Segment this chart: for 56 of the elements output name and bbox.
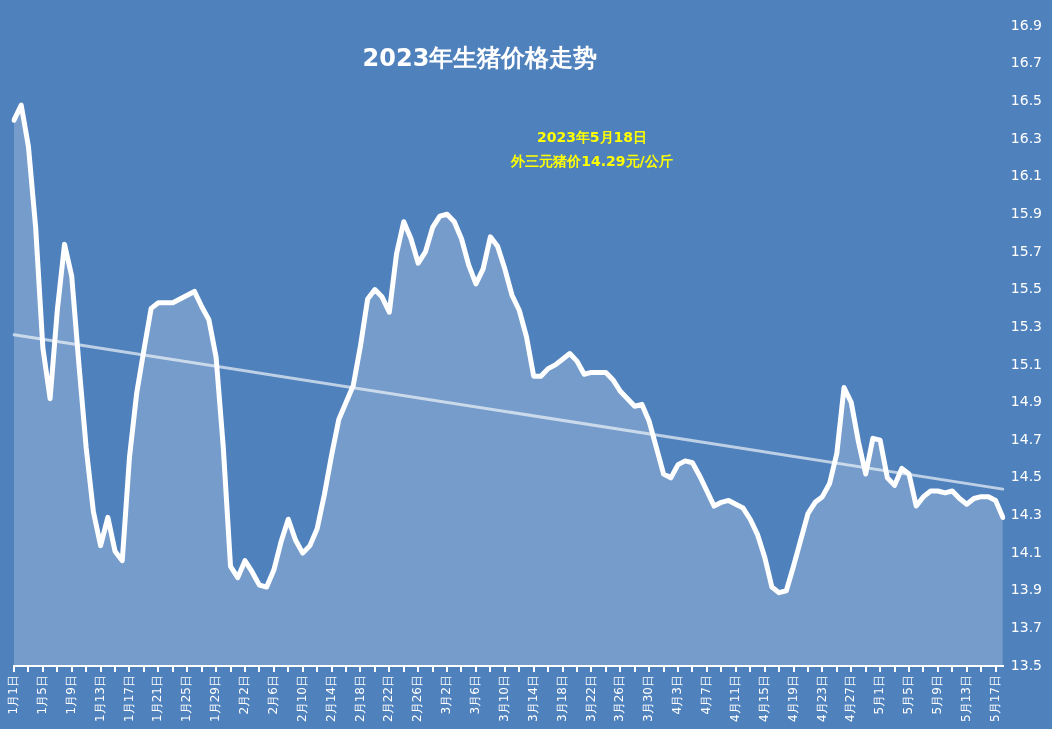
y-tick-label: 15.9: [1010, 204, 1042, 221]
y-tick-label: 16.9: [1010, 16, 1042, 33]
text: 2023年生猪价格走势: [362, 44, 598, 73]
y-tick-label: 14.3: [1010, 506, 1042, 523]
x-tick-label: 4月27日: [843, 675, 858, 722]
y-tick-label: 15.1: [1010, 355, 1042, 372]
y-tick-label: 14.9: [1010, 393, 1042, 410]
x-tick-label: 1月17日: [121, 675, 136, 722]
annotation: 外三元猪价14.29元/公斤: [510, 152, 673, 169]
y-tick-label: 15.3: [1010, 317, 1042, 334]
x-tick-label: 5月13日: [958, 675, 973, 722]
y-tick-label: 13.9: [1010, 581, 1042, 598]
x-tick-label: 2月14日: [323, 675, 338, 722]
x-tick-label: 5月5日: [901, 675, 916, 715]
x-tick-label: 5月1日: [872, 675, 887, 715]
y-tick-label: 16.5: [1010, 91, 1042, 108]
x-tick-label: 1月9日: [63, 675, 78, 715]
x-tick-label: 3月14日: [525, 675, 540, 722]
x-tick-label: 4月7日: [699, 675, 714, 715]
x-tick-label: 4月23日: [814, 675, 829, 722]
x-tick-label: 3月26日: [612, 675, 627, 722]
x-tick-label: 2月2日: [237, 675, 252, 715]
y-tick-label: 16.1: [1010, 167, 1042, 184]
y-tick-label: 13.7: [1010, 619, 1042, 636]
x-tick-label: 1月25日: [179, 675, 194, 722]
x-tick-label: 5月17日: [987, 675, 1002, 722]
x-tick-label: 4月3日: [670, 675, 685, 715]
annotation: 2023年5月18日: [536, 128, 648, 145]
y-tick-label: 15.7: [1010, 242, 1042, 259]
y-tick-label: 14.5: [1010, 468, 1042, 485]
x-tick-label: 4月19日: [785, 675, 800, 722]
x-tick-label: 1月5日: [35, 675, 49, 715]
x-tick-label: 2月6日: [265, 675, 280, 715]
x-tick-label: 1月29日: [208, 675, 223, 722]
x-tick-label: 1月1日: [6, 675, 21, 715]
y-tick-label: 16.7: [1010, 54, 1042, 71]
x-tick-label: 4月15日: [756, 675, 771, 722]
x-tick-label: 1月21日: [150, 675, 165, 722]
x-tick-label: 5月9日: [929, 675, 944, 715]
y-tick-label: 14.7: [1010, 430, 1042, 447]
x-tick-label: 3月30日: [641, 675, 656, 722]
y-tick-label: 15.5: [1010, 280, 1042, 297]
x-tick-label: 1月13日: [92, 675, 107, 722]
x-tick-label: 3月22日: [583, 675, 598, 722]
y-tick-label: 13.5: [1010, 656, 1042, 673]
x-tick-label: 4月11日: [727, 675, 742, 722]
x-tick-label: 3月10日: [496, 675, 511, 722]
y-tick-label: 16.3: [1010, 129, 1042, 146]
x-tick-label: 3月6日: [468, 675, 483, 715]
y-tick-label: 14.1: [1010, 543, 1042, 560]
x-tick-label: 2月10日: [294, 675, 309, 722]
x-tick-label: 2月26日: [410, 675, 425, 722]
x-tick-label: 3月18日: [554, 675, 569, 722]
x-tick-label: 2月22日: [381, 675, 396, 722]
x-tick-label: 3月2日: [439, 675, 454, 715]
x-tick-label: 2月18日: [352, 675, 367, 722]
